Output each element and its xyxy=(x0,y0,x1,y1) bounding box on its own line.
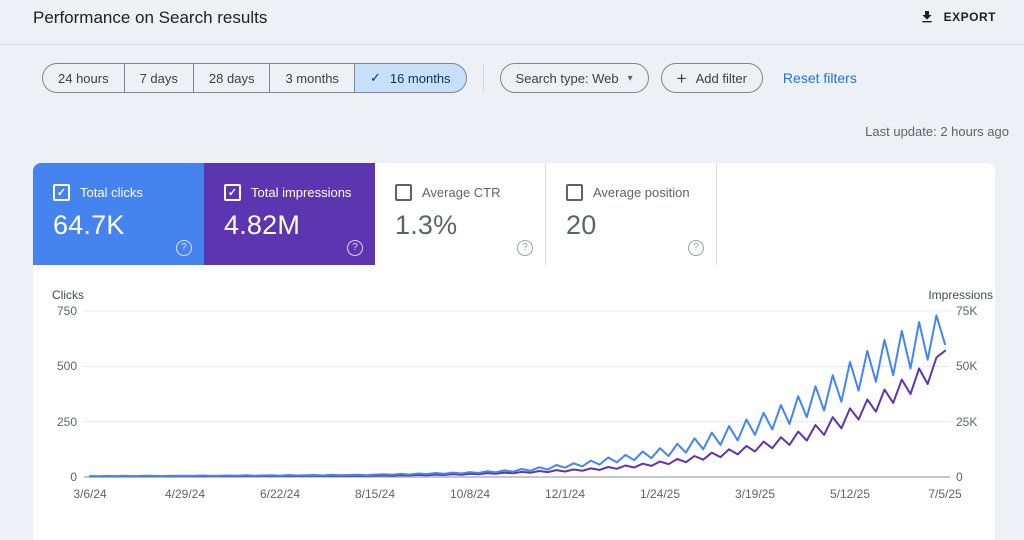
search-type-label: Search type: Web xyxy=(515,70,619,86)
metric-label: Average position xyxy=(593,185,690,200)
x-tick-label: 6/22/24 xyxy=(259,487,301,501)
search-type-chip[interactable]: Search type: Web ▾ xyxy=(499,63,649,93)
metric-tile-header: ✓ Total impressions xyxy=(224,184,361,201)
last-update-text: Last update: 2 hours ago xyxy=(865,124,1009,139)
x-tick-label: 4/29/24 xyxy=(164,487,206,501)
date-range-group: 24 hours 7 days 28 days 3 months ✓ 16 months xyxy=(42,63,467,93)
x-tick-label: 3/19/25 xyxy=(734,487,776,501)
metric-tile-total-clicks[interactable]: ✓ Total clicks 64.7K ? xyxy=(33,163,204,265)
date-range-label: 24 hours xyxy=(58,70,109,86)
right-axis-title: Impressions xyxy=(928,288,993,302)
date-range-chip-3-months[interactable]: 3 months xyxy=(269,63,355,93)
left-tick-label: 500 xyxy=(56,359,77,374)
metric-value: 20 xyxy=(566,210,597,240)
x-tick-label: 3/6/24 xyxy=(73,487,107,501)
add-filter-label: Add filter xyxy=(695,70,747,86)
export-button[interactable]: EXPORT xyxy=(913,8,1002,26)
download-icon xyxy=(919,9,935,25)
right-tick-label: 25K xyxy=(956,414,978,429)
filter-separator xyxy=(482,63,484,93)
metric-tiles: ✓ Total clicks 64.7K ? ✓ Total impressio… xyxy=(33,163,995,265)
help-icon[interactable]: ? xyxy=(688,240,704,256)
right-tick-label: 50K xyxy=(956,359,978,374)
page-title: Performance on Search results xyxy=(33,8,268,27)
date-range-chip-7-days[interactable]: 7 days xyxy=(123,63,194,93)
help-icon[interactable]: ? xyxy=(347,240,363,256)
date-range-label: 3 months xyxy=(285,70,339,86)
metric-label: Total clicks xyxy=(80,185,143,200)
x-tick-label: 8/15/24 xyxy=(354,487,396,501)
date-range-chip-24-hours[interactable]: 24 hours xyxy=(42,63,125,93)
checkbox-icon[interactable] xyxy=(395,184,412,201)
date-range-label: 28 days xyxy=(208,70,255,86)
x-tick-label: 12/1/24 xyxy=(544,487,586,501)
checkbox-icon[interactable]: ✓ xyxy=(224,184,241,201)
checkbox-icon[interactable]: ✓ xyxy=(53,184,70,201)
date-range-chip-28-days[interactable]: 28 days xyxy=(192,63,271,93)
metric-value: 64.7K xyxy=(53,210,125,240)
series-line-total-clicks xyxy=(89,314,946,478)
metric-tile-header: Average CTR xyxy=(395,184,531,201)
add-filter-chip[interactable]: + Add filter xyxy=(660,63,763,93)
x-tick-label: 7/5/25 xyxy=(928,487,962,501)
date-range-label: 16 months xyxy=(389,70,451,86)
metric-tile-total-impressions[interactable]: ✓ Total impressions 4.82M ? xyxy=(204,163,375,265)
filter-bar: 24 hours 7 days 28 days 3 months ✓ 16 months … xyxy=(42,63,857,93)
left-tick-label: 750 xyxy=(56,304,77,318)
metric-tile-average-ctr[interactable]: Average CTR 1.3% ? xyxy=(375,163,546,265)
x-tick-label: 5/12/25 xyxy=(829,487,871,501)
export-label: EXPORT xyxy=(943,10,996,24)
x-tick-label: 1/24/25 xyxy=(639,487,681,501)
metric-label: Average CTR xyxy=(422,185,501,200)
metric-tile-header: ✓ Total clicks xyxy=(53,184,190,201)
x-tick-label: 10/8/24 xyxy=(449,487,491,501)
left-tick-label: 250 xyxy=(56,414,77,429)
right-tick-label: 75K xyxy=(956,304,978,318)
left-axis-title: Clicks xyxy=(52,288,84,302)
checkmark-icon: ✓ xyxy=(369,70,381,85)
header-divider xyxy=(0,44,1024,45)
metric-tile-header: Average position xyxy=(566,184,702,201)
chevron-down-icon: ▾ xyxy=(627,72,633,84)
right-tick-label: 0 xyxy=(956,470,963,484)
metric-value: 1.3% xyxy=(395,210,458,240)
left-tick-label: 0 xyxy=(70,470,77,484)
plus-icon: + xyxy=(676,68,687,88)
date-range-label: 7 days xyxy=(139,70,178,86)
reset-filters-link[interactable]: Reset filters xyxy=(782,70,857,86)
metric-tile-average-position[interactable]: Average position 20 ? xyxy=(546,163,717,265)
metric-label: Total impressions xyxy=(251,185,352,200)
checkbox-icon[interactable] xyxy=(566,184,583,201)
report-card: ✓ Total clicks 64.7K ? ✓ Total impressio… xyxy=(33,163,995,540)
chart-svg xyxy=(84,310,950,478)
help-icon[interactable]: ? xyxy=(176,240,192,256)
help-icon[interactable]: ? xyxy=(517,240,533,256)
metric-value: 4.82M xyxy=(224,210,301,240)
series-line-total-impressions xyxy=(89,349,946,478)
date-range-chip-16-months[interactable]: ✓ 16 months xyxy=(353,63,467,93)
